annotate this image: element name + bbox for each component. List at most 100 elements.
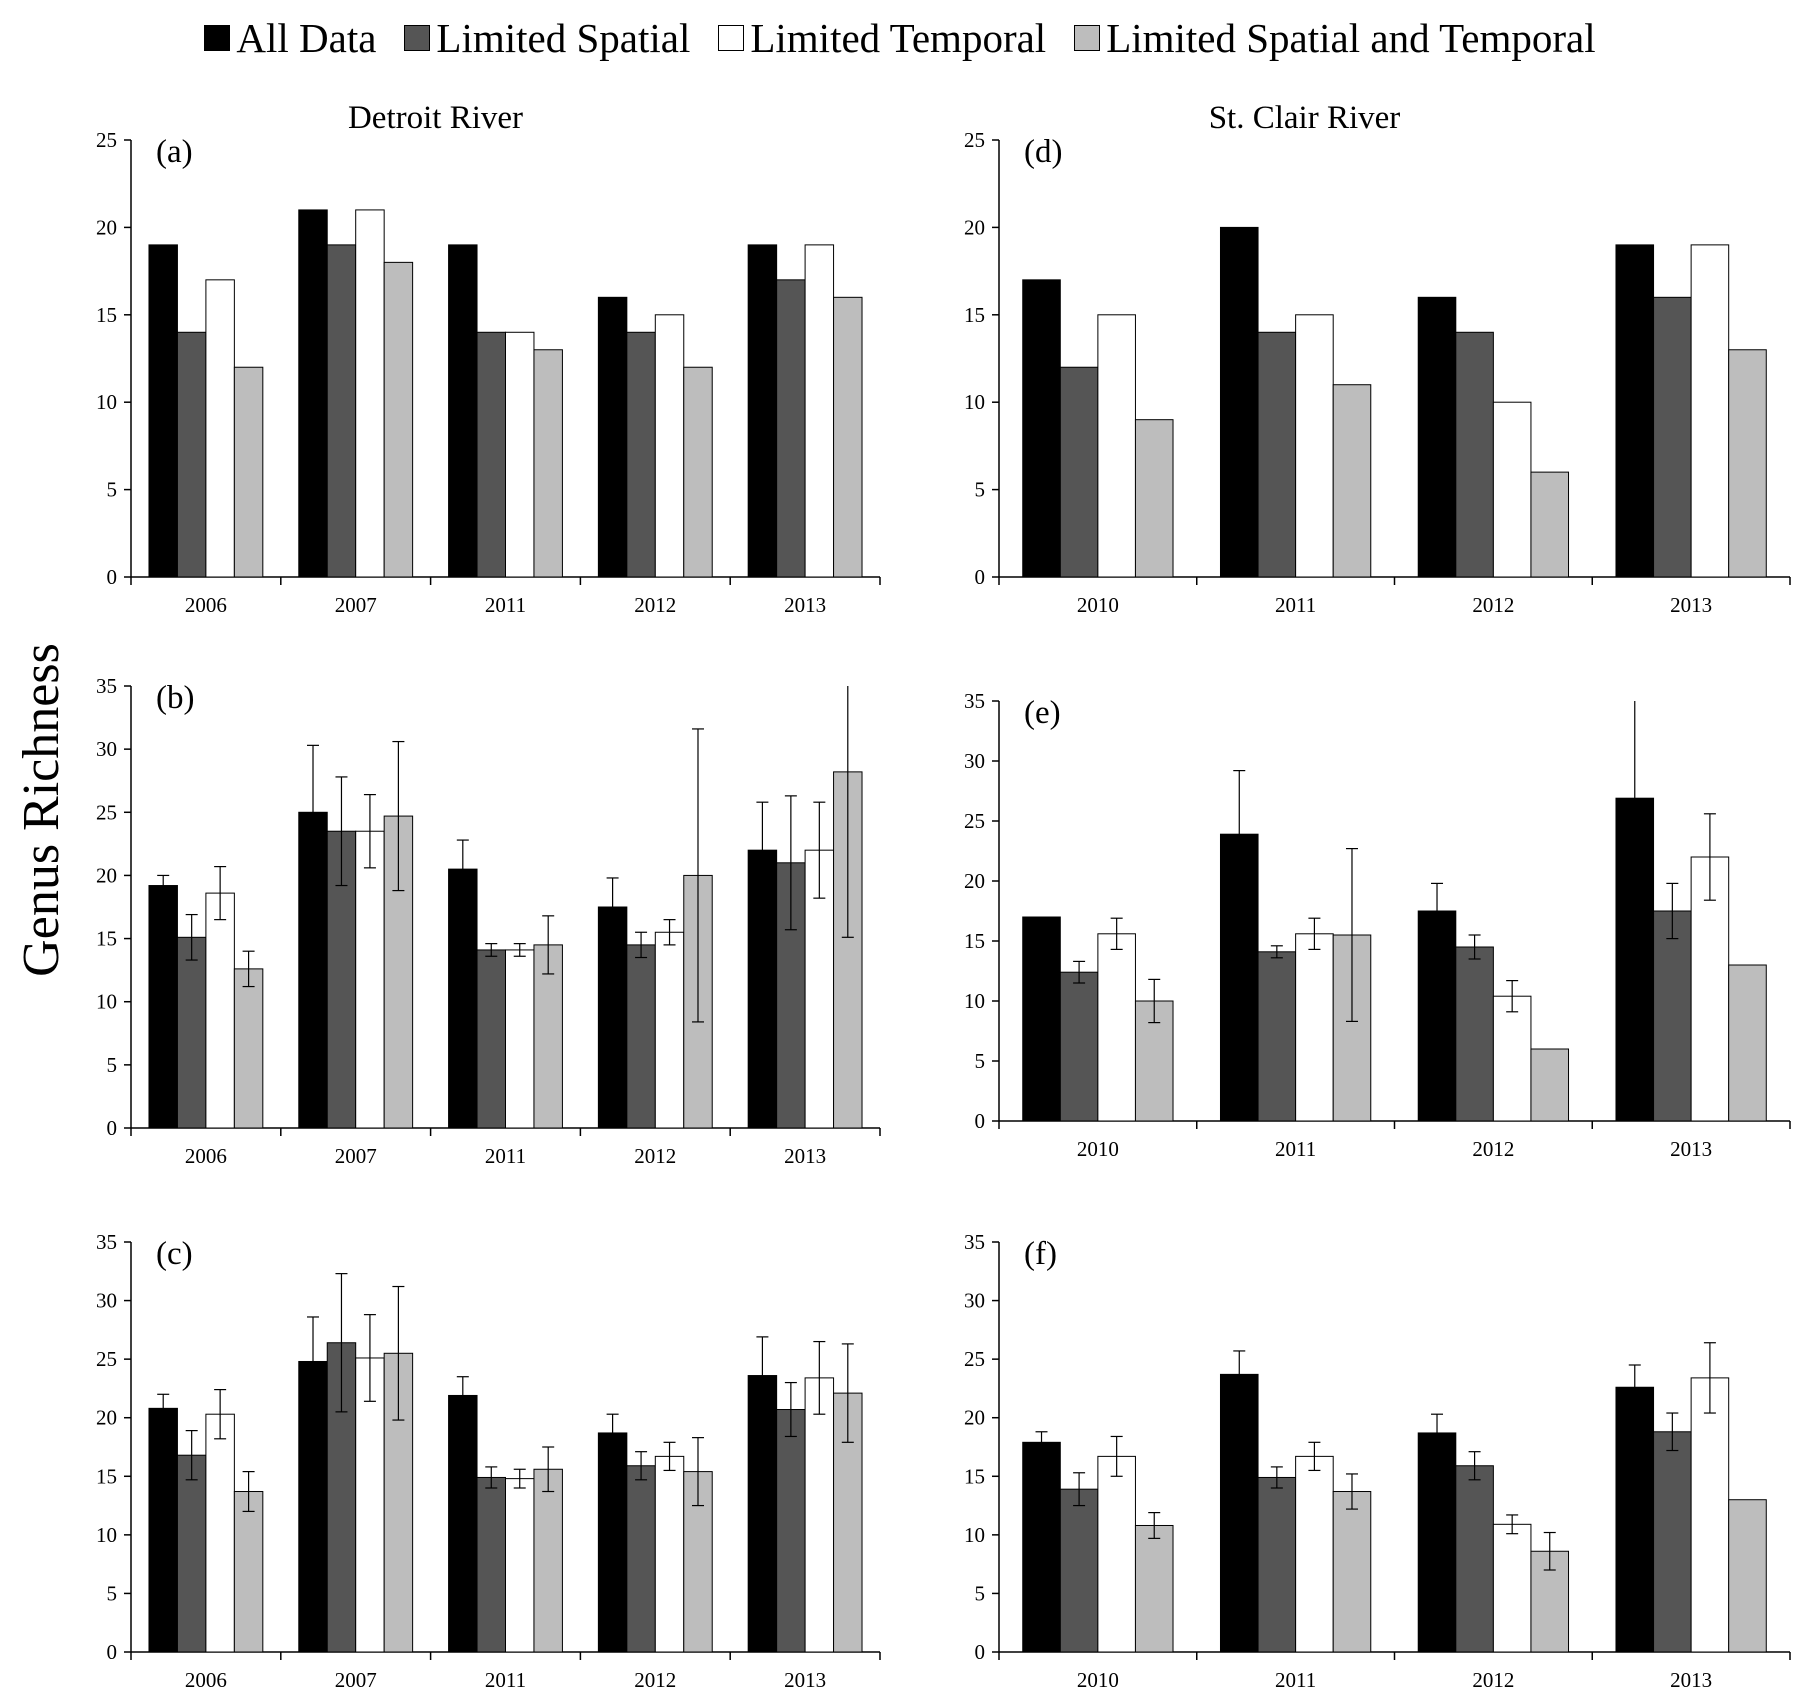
y-tick-label: 10	[964, 1523, 985, 1547]
bar	[1653, 910, 1692, 1122]
bar	[1097, 1455, 1136, 1653]
y-tick-label: 5	[107, 1581, 118, 1605]
bar	[626, 331, 656, 578]
x-tick-label: 2013	[1670, 593, 1712, 617]
y-tick-label: 15	[96, 927, 117, 951]
x-tick-label: 2011	[1275, 1668, 1316, 1692]
y-tick-label: 30	[96, 737, 117, 761]
bar	[1615, 244, 1655, 578]
legend-swatch	[1074, 25, 1101, 51]
panel-label: (f)	[1024, 1236, 1057, 1272]
bar	[326, 244, 357, 578]
legend-label: Limited Spatial	[436, 15, 691, 61]
bar	[448, 244, 478, 578]
bar	[1022, 279, 1061, 578]
bar	[654, 931, 685, 1129]
bar	[1257, 331, 1297, 578]
y-tick-label: 30	[96, 1289, 117, 1313]
panel-label: (a)	[156, 134, 193, 170]
y-tick-label: 0	[975, 1109, 986, 1133]
bar	[1492, 995, 1532, 1122]
x-tick-label: 2013	[1670, 1137, 1712, 1161]
bar	[1332, 384, 1372, 578]
y-tick-label: 10	[96, 990, 117, 1014]
y-tick-label: 0	[107, 1116, 118, 1140]
bar	[476, 949, 506, 1129]
bar	[448, 1394, 478, 1653]
legend-item: Limited Temporal	[718, 14, 1046, 62]
bar	[1690, 244, 1730, 578]
bar	[533, 944, 563, 1129]
bar	[355, 830, 385, 1129]
bar	[1530, 471, 1570, 578]
x-tick-label: 2013	[784, 593, 826, 617]
y-tick-label: 5	[975, 478, 986, 502]
y-tick-label: 30	[964, 749, 985, 773]
bar	[776, 1409, 806, 1653]
y-tick-label: 20	[96, 1406, 117, 1430]
legend-label: Limited Temporal	[750, 15, 1047, 61]
legend: All Data Limited Spatial Limited Temporal L…	[0, 8, 1800, 68]
legend-item: All Data	[204, 14, 376, 62]
y-tick-label: 15	[964, 929, 985, 953]
bar	[1295, 314, 1334, 578]
bar	[1097, 314, 1136, 578]
bar	[597, 1432, 628, 1653]
bar	[233, 366, 264, 578]
x-tick-label: 2013	[1670, 1668, 1712, 1692]
bar	[1690, 1377, 1730, 1653]
bar	[176, 331, 207, 578]
bar	[1492, 1523, 1532, 1653]
bar	[505, 331, 535, 578]
bar	[1059, 366, 1099, 578]
chart-title: Detroit River	[348, 100, 523, 136]
bar	[176, 936, 207, 1129]
x-tick-label: 2011	[1275, 1137, 1316, 1161]
bar	[747, 1375, 778, 1653]
x-tick-label: 2010	[1077, 1137, 1119, 1161]
bar	[1653, 296, 1692, 578]
x-tick-label: 2010	[1077, 593, 1119, 617]
y-tick-label: 20	[964, 215, 985, 239]
y-tick-label: 5	[107, 478, 118, 502]
y-tick-label: 15	[96, 303, 117, 327]
bar	[298, 209, 328, 578]
x-tick-label: 2011	[485, 1144, 526, 1168]
y-tick-label: 25	[964, 809, 985, 833]
bar	[1059, 1488, 1099, 1653]
bar	[1219, 1373, 1259, 1653]
bar	[1295, 933, 1334, 1122]
x-tick-label: 2007	[335, 1668, 377, 1692]
bar	[804, 1377, 835, 1653]
bar	[148, 244, 178, 578]
bar	[1219, 226, 1259, 578]
bar	[1295, 1455, 1334, 1653]
bar	[1417, 296, 1457, 578]
x-tick-label: 2010	[1077, 1668, 1119, 1692]
y-tick-label: 25	[96, 1347, 117, 1371]
x-tick-label: 2011	[1275, 593, 1316, 617]
bar	[355, 1357, 385, 1653]
bar	[176, 1454, 207, 1653]
bar	[355, 209, 385, 578]
y-tick-label: 20	[964, 869, 985, 893]
y-tick-label: 35	[96, 674, 117, 698]
bar	[1257, 1476, 1297, 1653]
y-axis-label-container: Genus Richness	[8, 0, 78, 1695]
legend-swatch	[404, 25, 431, 51]
bar	[1455, 946, 1494, 1122]
x-tick-label: 2013	[784, 1144, 826, 1168]
x-tick-label: 2006	[185, 593, 227, 617]
y-tick-label: 10	[96, 390, 117, 414]
x-tick-label: 2006	[185, 1668, 227, 1692]
bar	[533, 349, 563, 578]
y-tick-label: 25	[96, 128, 117, 152]
panel-label: (b)	[156, 680, 194, 716]
bar	[683, 366, 713, 578]
chart-title: St. Clair River	[1209, 100, 1401, 136]
x-tick-label: 2011	[485, 593, 526, 617]
bar	[148, 1407, 178, 1653]
bar	[804, 244, 835, 578]
bar	[298, 1360, 328, 1653]
y-tick-label: 15	[96, 1464, 117, 1488]
